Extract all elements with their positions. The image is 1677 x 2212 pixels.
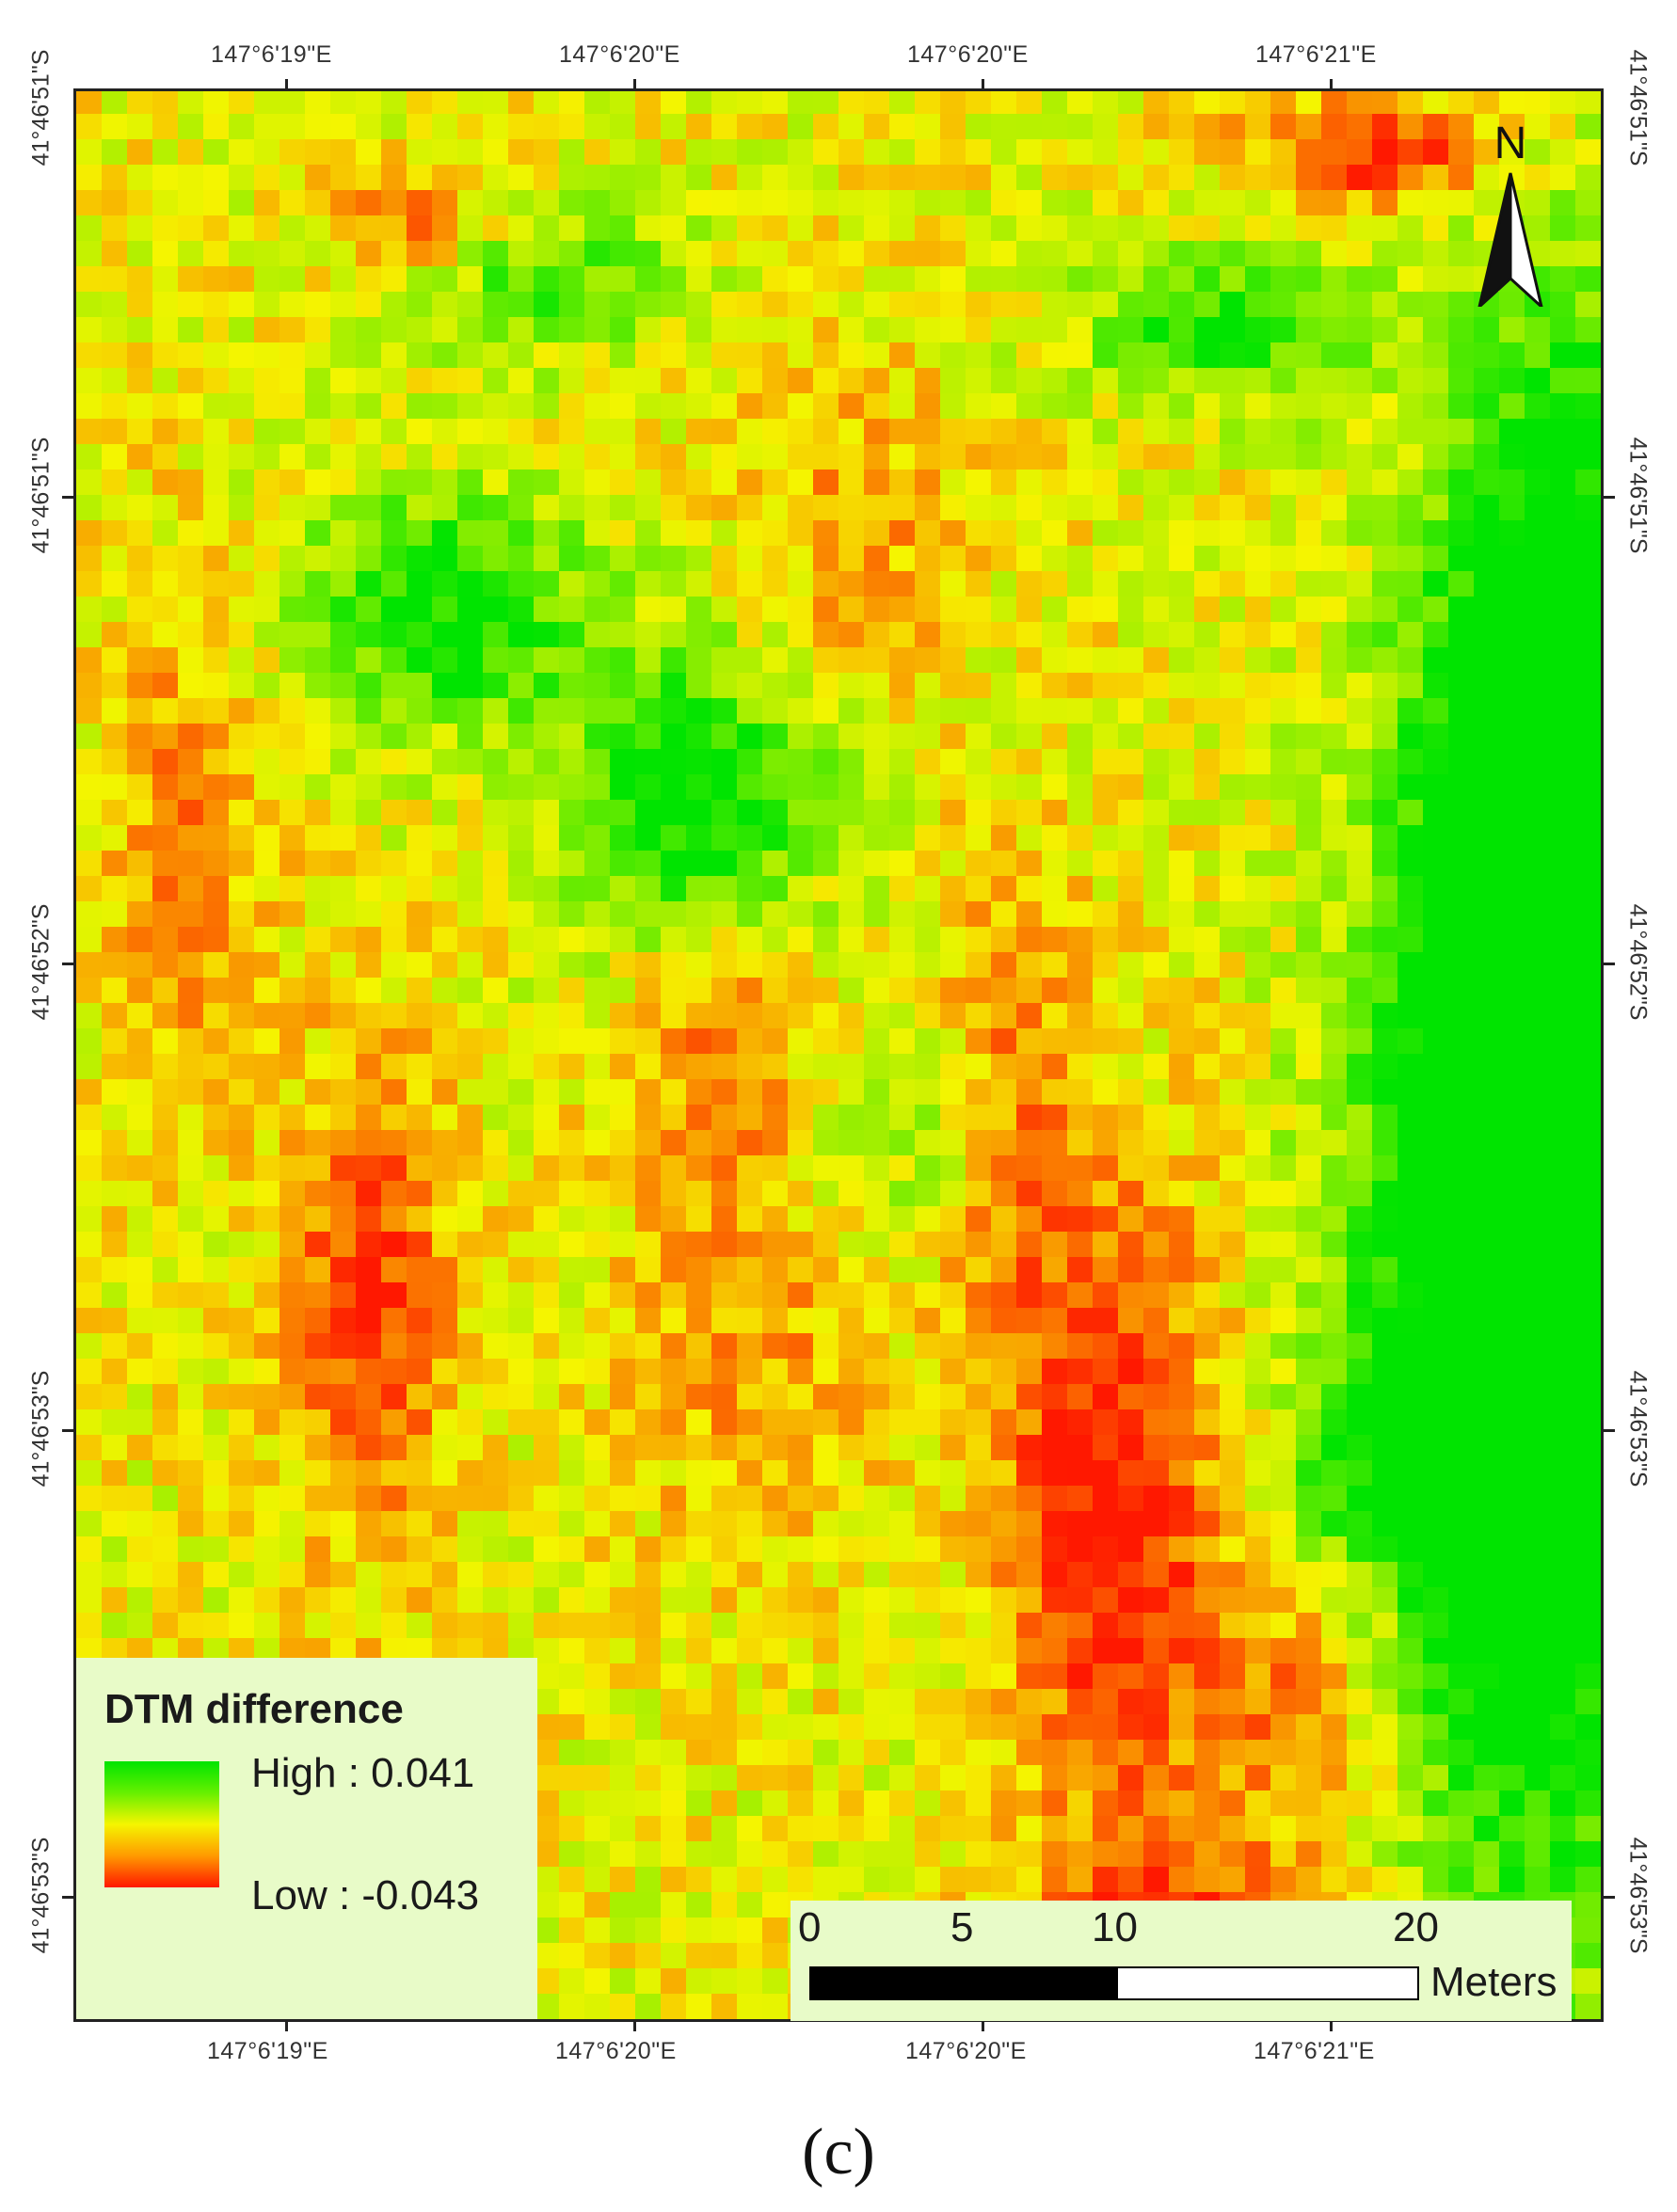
legend-title: DTM difference — [104, 1686, 404, 1732]
north-arrow-icon: N — [1477, 119, 1543, 307]
scale-units: Meters — [1430, 1959, 1557, 2005]
top-lon-label: 147°6'20"E — [907, 41, 1029, 68]
left-lat-label: 41°46'53"S — [27, 1837, 55, 1954]
tick-mark — [62, 1429, 73, 1432]
scale-tick-label: 5 — [950, 1904, 974, 1950]
tick-mark — [285, 2020, 288, 2031]
top-lon-label: 147°6'19"E — [211, 41, 332, 68]
legend-low-label: Low : -0.043 — [251, 1872, 480, 1918]
scale-tick-label: 0 — [798, 1904, 822, 1950]
left-lat-label: 41°46'53"S — [27, 1370, 55, 1488]
right-lat-label: 41°46'51"S — [1624, 437, 1652, 554]
scale-bar: 0 5 10 20 Meters — [791, 1901, 1572, 2021]
top-lon-label: 147°6'20"E — [559, 41, 680, 68]
legend-color-ramp — [104, 1761, 219, 1887]
right-lat-label: 41°46'53"S — [1624, 1370, 1652, 1488]
panel-label: (c) — [802, 2116, 875, 2188]
tick-mark — [633, 79, 636, 90]
top-lon-label: 147°6'21"E — [1255, 41, 1377, 68]
left-lat-label: 41°46'51"S — [27, 49, 55, 167]
tick-mark — [62, 1896, 73, 1899]
tick-mark — [285, 79, 288, 90]
north-label: N — [1494, 119, 1527, 168]
tick-mark — [1330, 79, 1333, 90]
bottom-lon-label: 147°6'20"E — [905, 2038, 1027, 2064]
right-lat-label: 41°46'51"S — [1624, 49, 1652, 167]
tick-mark — [982, 2020, 984, 2031]
tick-mark — [1604, 1429, 1615, 1432]
right-lat-label: 41°46'52"S — [1624, 903, 1652, 1021]
left-lat-label: 41°46'52"S — [27, 903, 55, 1021]
scale-segment-empty — [1116, 1966, 1419, 2000]
right-lat-label: 41°46'53"S — [1624, 1837, 1652, 1954]
bottom-lon-label: 147°6'21"E — [1254, 2038, 1375, 2064]
legend-high-label: High : 0.041 — [251, 1750, 475, 1796]
tick-mark — [633, 2020, 636, 2031]
tick-mark — [1604, 963, 1615, 965]
bottom-lon-label: 147°6'20"E — [555, 2038, 677, 2064]
scale-tick-label: 20 — [1393, 1904, 1439, 1950]
tick-mark — [982, 79, 984, 90]
bottom-lon-label: 147°6'19"E — [207, 2038, 328, 2064]
tick-mark — [1330, 2020, 1333, 2031]
tick-mark — [62, 496, 73, 499]
left-lat-label: 41°46'51"S — [27, 437, 55, 554]
tick-mark — [1604, 496, 1615, 499]
legend: DTM difference High : 0.041 Low : -0.043 — [76, 1658, 537, 2019]
scale-tick-label: 10 — [1092, 1904, 1138, 1950]
scale-segment-filled — [809, 1966, 1116, 2000]
tick-mark — [62, 963, 73, 965]
tick-mark — [1604, 1896, 1615, 1899]
